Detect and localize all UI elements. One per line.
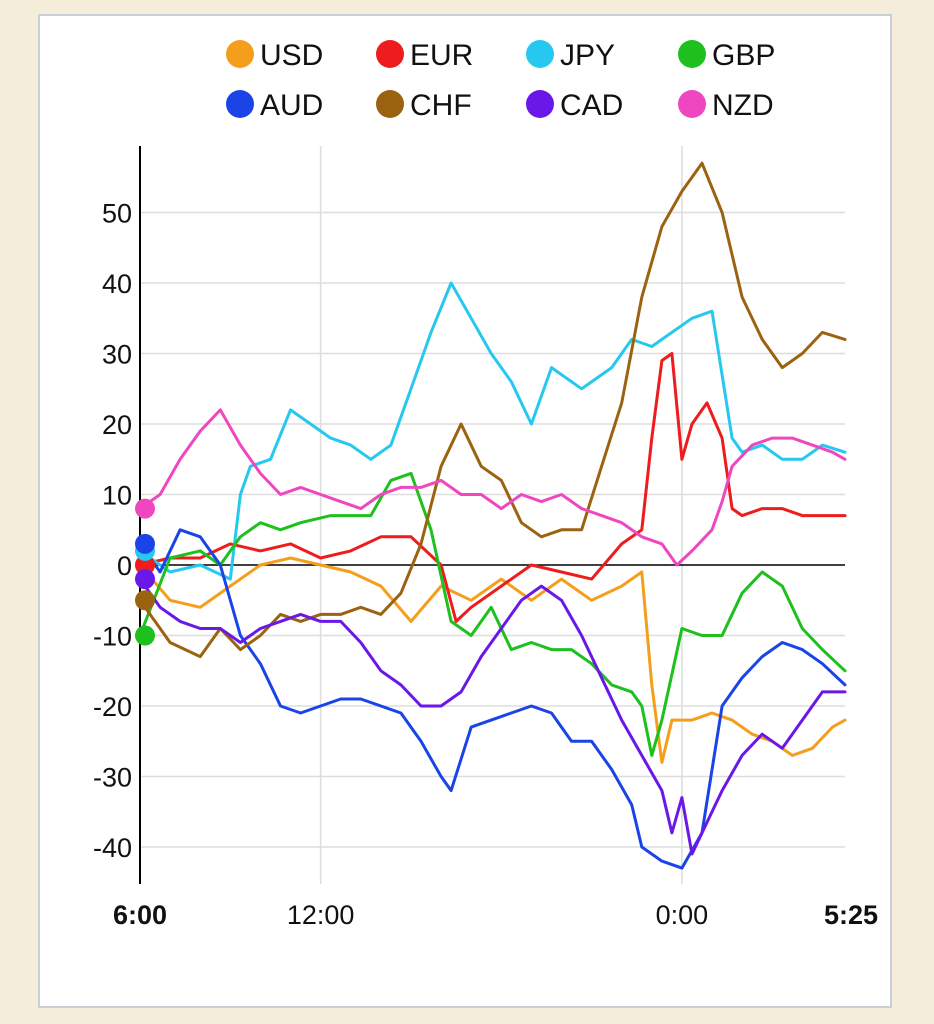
series-line-nzd [138, 408, 847, 567]
start-marker-aud [135, 533, 155, 554]
y-tick-label: -30 [93, 763, 132, 793]
y-tick-label: 50 [102, 199, 132, 229]
legend-label-jpy: JPY [560, 39, 615, 72]
legend-label-usd: USD [260, 39, 323, 72]
y-tick-label: 40 [102, 269, 132, 299]
start-marker-cad [135, 569, 155, 590]
y-tick-label: 0 [117, 551, 132, 581]
series-line-aud [138, 528, 847, 870]
chart-panel: 50 40 30 20 10 0 -10 -20 -30 -40 6:00 12:00 0:00 5:25… [38, 14, 892, 1008]
legend-swatch-cad [526, 90, 554, 118]
y-tick-label: 10 [102, 481, 132, 511]
start-marker-gbp [135, 625, 155, 646]
y-tick-label: 30 [102, 340, 132, 370]
legend-label-nzd: NZD [712, 89, 774, 122]
y-tick-label: -40 [93, 833, 132, 863]
legend-swatch-aud [226, 90, 254, 118]
chart-svg: 50 40 30 20 10 0 -10 -20 -30 -40 6:00 12:00 0:00 5:25… [93, 39, 878, 930]
series-line-gbp [138, 471, 847, 757]
legend-swatch-gbp [678, 40, 706, 68]
legend-swatch-usd [226, 40, 254, 68]
series-line-chf [138, 161, 847, 659]
x-tick-label: 6:00 [113, 900, 167, 930]
series-line-cad [138, 577, 847, 856]
series-layer [138, 161, 847, 870]
legend-label-chf: CHF [410, 89, 472, 122]
legend-label-cad: CAD [560, 89, 623, 122]
legend-label-aud: AUD [260, 89, 323, 122]
legend-swatch-jpy [526, 40, 554, 68]
legend-swatch-eur [376, 40, 404, 68]
x-tick-label: 0:00 [656, 900, 709, 930]
x-tick-label: 12:00 [287, 900, 355, 930]
marker-layer [135, 498, 155, 646]
series-line-eur [138, 352, 847, 623]
y-tick-label: -20 [93, 692, 132, 722]
axis-layer: 50 40 30 20 10 0 -10 -20 -30 -40 6:00 12:00 0:00 5:25 [93, 146, 878, 930]
legend-swatch-chf [376, 90, 404, 118]
legend-layer: USD EUR JPY GBP AUD CHF CAD NZD [226, 39, 775, 122]
series-line-usd [138, 556, 847, 764]
legend-label-eur: EUR [410, 39, 473, 72]
grid-layer [140, 146, 845, 884]
legend-swatch-nzd [678, 90, 706, 118]
start-marker-eur [135, 555, 155, 575]
start-marker-nzd [135, 498, 155, 519]
y-tick-label: 20 [102, 410, 132, 440]
y-tick-label: -10 [93, 622, 132, 652]
x-tick-label: 5:25 [824, 900, 878, 930]
start-marker-chf [135, 590, 155, 611]
legend-label-gbp: GBP [712, 39, 775, 72]
series-line-jpy [138, 281, 847, 581]
